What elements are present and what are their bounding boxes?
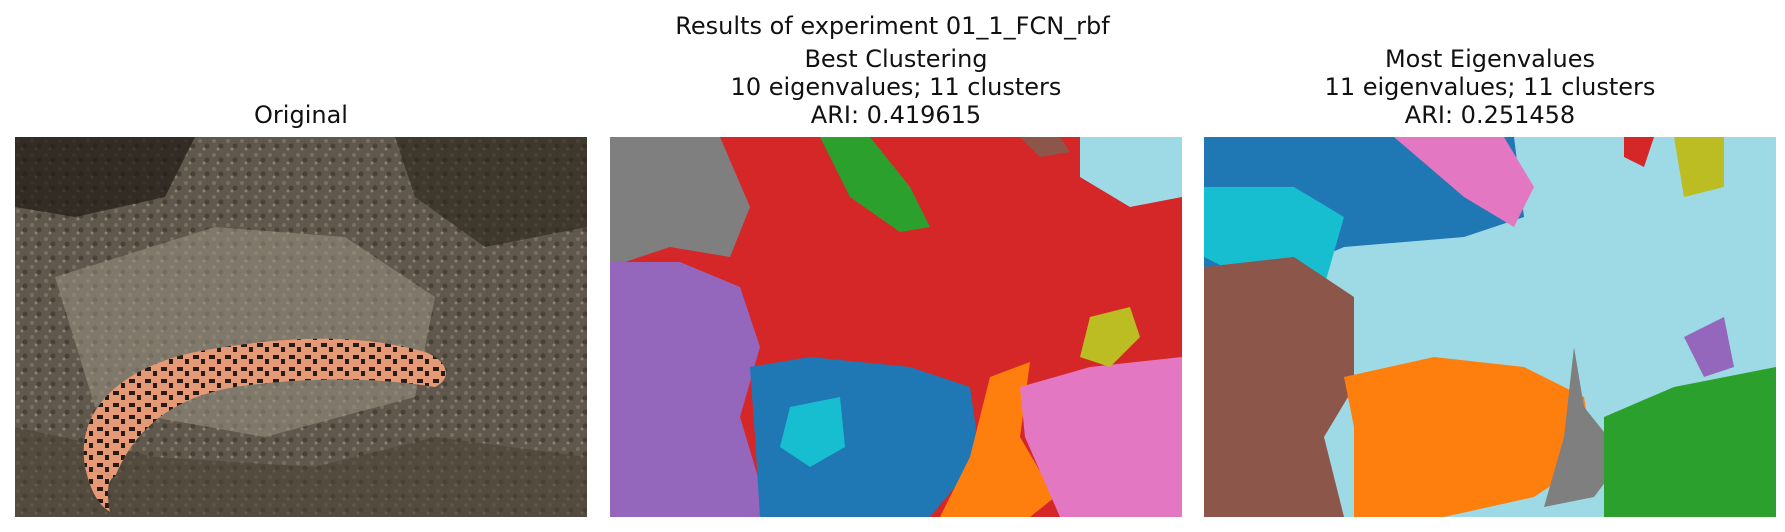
title-line: 11 eigenvalues; 11 clusters xyxy=(1324,73,1656,101)
title-line: Best Clustering xyxy=(804,45,988,73)
title-line: Original xyxy=(254,101,348,129)
title-line: 10 eigenvalues; 11 clusters xyxy=(730,73,1062,101)
panel-original: Original xyxy=(15,0,587,532)
panel-title: Best Clustering 10 eigenvalues; 11 clust… xyxy=(610,45,1182,129)
panel-most-eigenvalues: Most Eigenvalues 11 eigenvalues; 11 clus… xyxy=(1204,0,1776,532)
panel-best-clustering: Best Clustering 10 eigenvalues; 11 clust… xyxy=(610,0,1182,532)
best-clustering-map xyxy=(610,137,1182,517)
title-line: Most Eigenvalues xyxy=(1384,45,1596,73)
original-image xyxy=(15,137,587,517)
panel-title: Most Eigenvalues 11 eigenvalues; 11 clus… xyxy=(1204,45,1776,129)
panel-title: Original xyxy=(15,101,587,129)
figure-suptitle: Results of experiment 01_1_FCN_rbf xyxy=(675,12,1110,40)
title-line: ARI: 0.251458 xyxy=(1404,101,1576,129)
most-eigenvalues-map xyxy=(1204,137,1776,517)
title-line: ARI: 0.419615 xyxy=(810,101,982,129)
